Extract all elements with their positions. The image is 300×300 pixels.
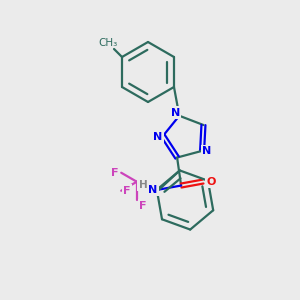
Text: F: F xyxy=(124,186,131,196)
Text: CH₃: CH₃ xyxy=(98,38,118,48)
Text: N: N xyxy=(202,146,212,156)
Text: N: N xyxy=(148,184,158,194)
Text: N: N xyxy=(171,108,180,118)
Text: F: F xyxy=(112,168,119,178)
Text: F: F xyxy=(139,201,147,211)
Text: N: N xyxy=(153,132,163,142)
Text: O: O xyxy=(206,176,216,187)
Text: H: H xyxy=(139,179,148,190)
